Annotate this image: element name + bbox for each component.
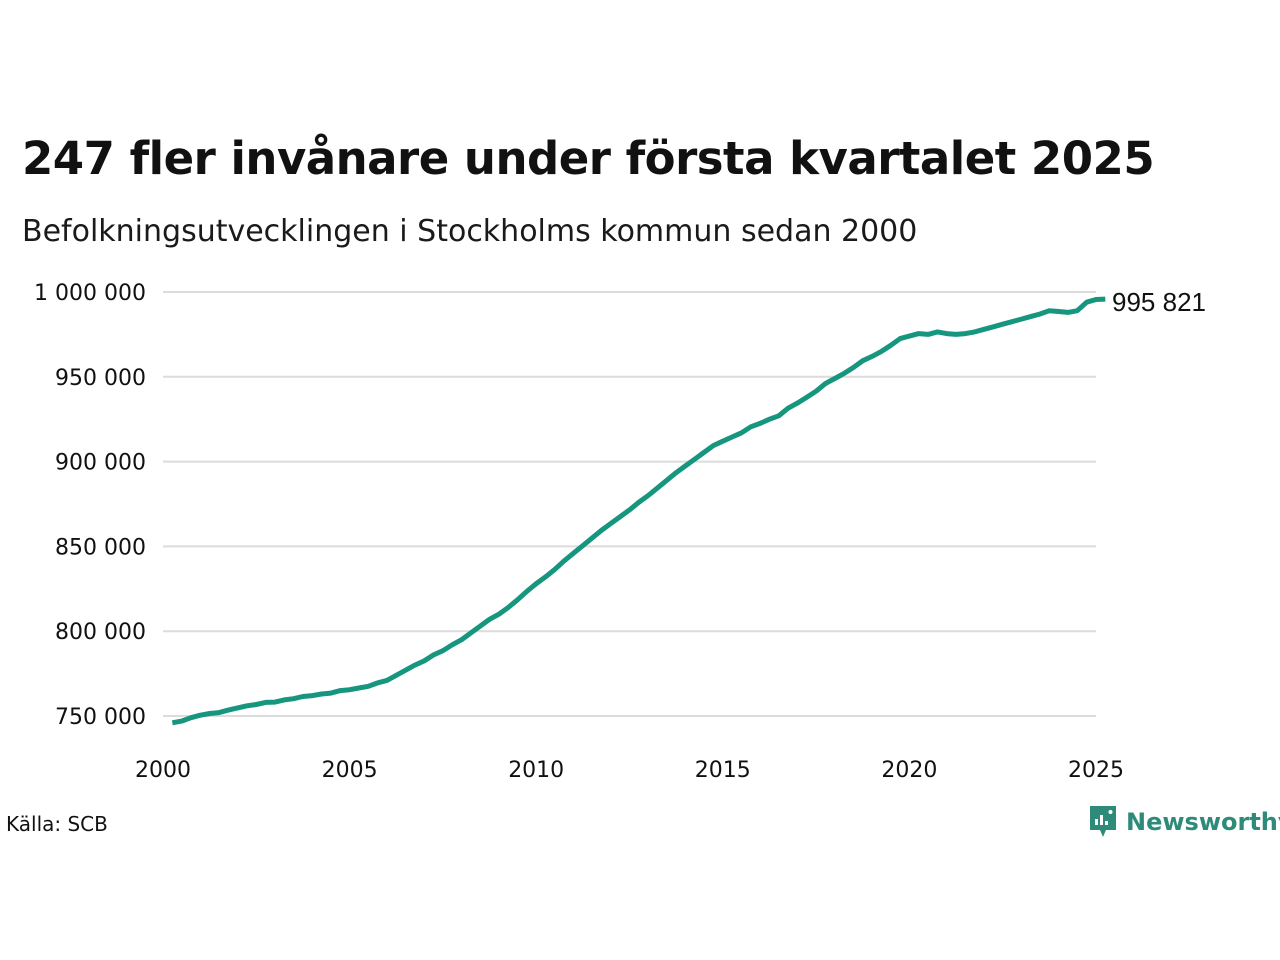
- brand-logo: Newsworthy: [1088, 804, 1280, 840]
- x-tick-label: 2005: [322, 758, 378, 783]
- y-tick-label: 850 000: [55, 535, 146, 560]
- chart-subtitle: Befolkningsutvecklingen i Stockholms kom…: [22, 214, 918, 249]
- y-tick-label: 750 000: [55, 705, 146, 730]
- x-tick-label: 2015: [695, 758, 751, 783]
- newsworthy-logo-icon: [1090, 806, 1116, 837]
- x-tick-label: 2000: [135, 758, 191, 783]
- source-note: Källa: SCB: [6, 812, 108, 836]
- end-value-label: 995 821: [1112, 287, 1206, 317]
- x-tick-label: 2020: [881, 758, 937, 783]
- x-axis-tick-labels: 2000 2005 2010 2015 2020 2025: [135, 758, 1124, 783]
- y-tick-label: 1 000 000: [34, 281, 146, 306]
- y-tick-label: 800 000: [55, 620, 146, 645]
- x-tick-label: 2025: [1068, 758, 1124, 783]
- y-tick-label: 900 000: [55, 451, 146, 476]
- brand-name: Newsworthy: [1126, 808, 1280, 836]
- x-tick-label: 2010: [508, 758, 564, 783]
- data-points: [170, 297, 1107, 725]
- chart-title: 247 fler invånare under första kvartalet…: [22, 132, 1155, 185]
- y-axis-tick-labels: 750 000 800 000 850 000 900 000 950 000 1 000…: [34, 281, 146, 730]
- y-tick-label: 950 000: [55, 366, 146, 391]
- series-line: [171, 296, 1106, 726]
- series-group: [170, 296, 1107, 726]
- grid-lines: [163, 291, 1096, 717]
